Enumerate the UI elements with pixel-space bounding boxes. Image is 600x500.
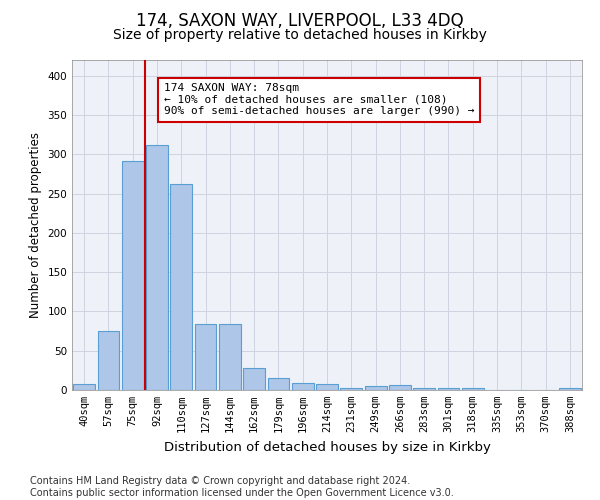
Bar — [559, 388, 581, 390]
Bar — [97, 331, 119, 390]
Bar — [122, 162, 143, 390]
Text: 174 SAXON WAY: 78sqm
← 10% of detached houses are smaller (108)
90% of semi-deta: 174 SAXON WAY: 78sqm ← 10% of detached h… — [164, 83, 475, 116]
Bar — [389, 386, 411, 390]
Bar — [170, 184, 192, 390]
Bar — [219, 324, 241, 390]
Bar — [413, 388, 435, 390]
Bar — [316, 384, 338, 390]
Bar — [292, 383, 314, 390]
Text: 174, SAXON WAY, LIVERPOOL, L33 4DQ: 174, SAXON WAY, LIVERPOOL, L33 4DQ — [136, 12, 464, 30]
X-axis label: Distribution of detached houses by size in Kirkby: Distribution of detached houses by size … — [164, 440, 490, 454]
Bar — [146, 145, 168, 390]
Bar — [268, 378, 289, 390]
Y-axis label: Number of detached properties: Number of detached properties — [29, 132, 42, 318]
Bar — [340, 388, 362, 390]
Bar — [243, 368, 265, 390]
Bar — [462, 388, 484, 390]
Text: Size of property relative to detached houses in Kirkby: Size of property relative to detached ho… — [113, 28, 487, 42]
Bar — [73, 384, 95, 390]
Bar — [365, 386, 386, 390]
Bar — [437, 388, 460, 390]
Bar — [194, 324, 217, 390]
Text: Contains HM Land Registry data © Crown copyright and database right 2024.
Contai: Contains HM Land Registry data © Crown c… — [30, 476, 454, 498]
